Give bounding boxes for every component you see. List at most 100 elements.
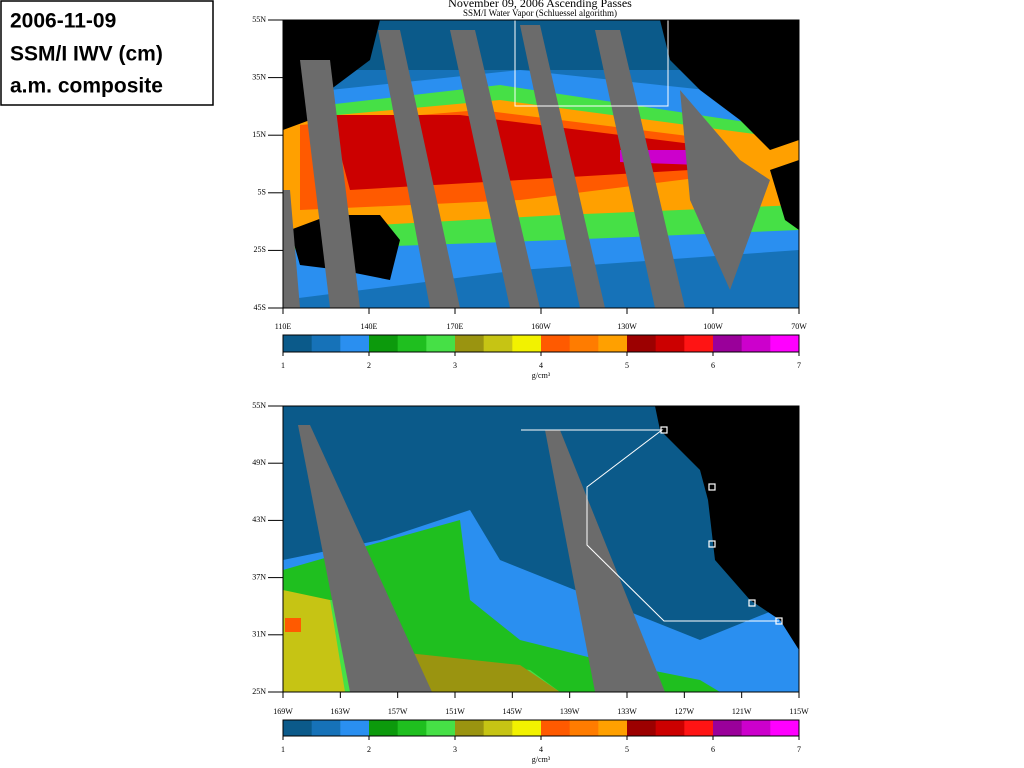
colorbar-swatch	[283, 335, 313, 352]
lat-label: 55N	[252, 401, 266, 410]
colorbar-tick-label: 1	[281, 361, 285, 370]
swath	[450, 30, 540, 308]
colorbar-unit: g/cm³	[532, 371, 551, 380]
lat-label: 37N	[252, 572, 266, 581]
colorbar-tick-label: 4	[539, 361, 543, 370]
lon-label: 110E	[275, 322, 292, 331]
colorbar-tick-label: 2	[367, 745, 371, 754]
swath	[520, 25, 605, 308]
lat-label: 25S	[254, 245, 266, 254]
colorbar-swatch	[598, 335, 628, 352]
colorbar-swatch	[311, 335, 341, 352]
lon-label: 121W	[732, 707, 752, 716]
swath	[300, 60, 360, 308]
lon-label: 100W	[703, 322, 723, 331]
colorbar-tick-label: 1	[281, 745, 285, 754]
swath	[680, 90, 770, 290]
lon-label: 127W	[675, 707, 695, 716]
region-outline	[521, 429, 779, 622]
colorbar-swatch	[569, 335, 599, 352]
colorbar-swatch	[340, 720, 370, 736]
colorbar-swatch	[426, 720, 456, 736]
lon-label: 157W	[388, 707, 408, 716]
swath	[595, 30, 685, 308]
colorbar-swatch	[512, 720, 542, 736]
lon-label: 115W	[789, 707, 809, 716]
colorbar-tick-label: 7	[797, 361, 801, 370]
colorbar-swatch	[741, 720, 771, 736]
swath	[545, 430, 665, 692]
header-box	[0, 0, 214, 106]
lat-label: 31N	[252, 630, 266, 639]
colorbar-swatch	[340, 335, 370, 352]
colorbar-swatch	[369, 720, 399, 736]
colorbar-tick-label: 6	[711, 361, 715, 370]
lon-label: 170E	[447, 322, 464, 331]
colorbar-swatch	[569, 720, 599, 736]
lat-label: 43N	[252, 515, 266, 524]
colorbar-tick-label: 3	[453, 361, 457, 370]
colorbar-swatch	[541, 335, 571, 352]
lon-label: 160W	[531, 322, 551, 331]
colorbar-swatch	[627, 335, 657, 352]
lat-label: 49N	[252, 458, 266, 467]
colorbar-tick-label: 5	[625, 361, 629, 370]
swath	[298, 425, 432, 692]
map-frame	[282, 405, 800, 693]
colorbar-tick-label: 2	[367, 361, 371, 370]
colorbar-swatch	[397, 720, 427, 736]
colorbar-swatch	[455, 720, 485, 736]
map-title: November 09, 2006 Ascending Passes	[448, 0, 632, 10]
colorbar-swatch	[770, 335, 800, 352]
swath	[378, 30, 460, 308]
colorbar-swatch	[426, 335, 456, 352]
colorbar-swatch	[684, 335, 714, 352]
land	[660, 20, 799, 150]
lon-label: 70W	[791, 322, 807, 331]
colorbar-swatch	[627, 720, 657, 736]
colorbar-swatch	[684, 720, 714, 736]
land	[770, 160, 799, 230]
colorbar-swatch	[770, 720, 800, 736]
lat-label: 5S	[258, 188, 266, 197]
colorbar-tick-label: 4	[539, 745, 543, 754]
colorbar-tick-label: 7	[797, 745, 801, 754]
colorbar-swatch	[655, 720, 685, 736]
lat-label: 45S	[254, 303, 266, 312]
land	[655, 406, 799, 650]
moisture-band	[285, 618, 301, 632]
map-subtitle: SSM/I Water Vapor (Schluessel algorithm)	[463, 8, 617, 18]
colorbar-swatch	[598, 720, 628, 736]
lon-label: 140E	[361, 322, 378, 331]
colorbar-swatch	[541, 720, 571, 736]
lon-label: 130W	[617, 322, 637, 331]
colorbar-tick-label: 3	[453, 745, 457, 754]
colorbar-swatch	[713, 335, 743, 352]
map-1	[282, 19, 800, 309]
swath	[283, 190, 300, 308]
colorbar-swatch	[713, 720, 743, 736]
lon-label: 139W	[560, 707, 580, 716]
colorbar-swatch	[483, 335, 513, 352]
colorbar-swatch	[512, 335, 542, 352]
lon-label: 145W	[503, 707, 523, 716]
colorbar-tick-label: 6	[711, 745, 715, 754]
map-2	[282, 405, 800, 693]
header-line: SSM/I IWV (cm)	[10, 43, 163, 66]
moisture-band	[283, 590, 345, 692]
lon-label: 133W	[617, 707, 637, 716]
colorbar-swatch	[283, 720, 313, 736]
colorbar-swatch	[397, 335, 427, 352]
lon-label: 163W	[331, 707, 351, 716]
zoom-box	[514, 20, 669, 107]
lon-label: 169W	[273, 707, 293, 716]
colorbar-swatch	[741, 335, 771, 352]
lat-label: 35N	[252, 72, 266, 81]
colorbar-swatch	[655, 335, 685, 352]
colorbar-swatch	[311, 720, 341, 736]
lon-label: 151W	[445, 707, 465, 716]
lat-label: 25N	[252, 687, 266, 696]
lat-label: 55N	[252, 15, 266, 24]
lat-label: 15N	[252, 130, 266, 139]
